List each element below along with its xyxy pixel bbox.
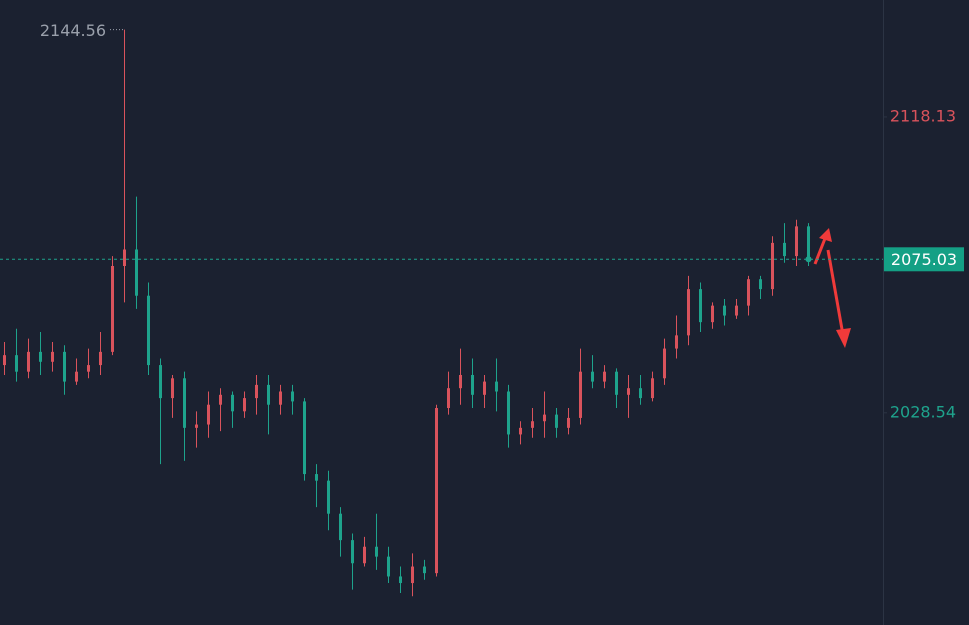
current-price-label: 2075.03 (891, 250, 957, 269)
candle-body (315, 474, 318, 481)
current-price-tag (884, 247, 964, 272)
y-tick-label: 2028.54 (890, 402, 956, 421)
candle-body (303, 401, 306, 475)
candle-body (123, 249, 126, 266)
candle-body (603, 371, 606, 382)
candle-body (351, 540, 354, 564)
candle-body (507, 391, 510, 435)
candle-body (747, 279, 750, 306)
candle-body (567, 417, 570, 428)
candle-body (135, 249, 138, 296)
candle-body (87, 365, 90, 372)
candle-body (699, 289, 702, 323)
candle-body (207, 404, 210, 425)
candle-body (159, 365, 162, 399)
candle-body (711, 305, 714, 323)
candle-body (579, 371, 582, 418)
candle-body (231, 394, 234, 412)
candle-body (639, 388, 642, 399)
candle-body (663, 348, 666, 379)
candle-body (759, 279, 762, 290)
candle-body (411, 566, 414, 584)
candle-body (291, 391, 294, 402)
candle-body (519, 427, 522, 435)
candle-body (267, 384, 270, 405)
candle-body (723, 305, 726, 316)
candle-body (627, 388, 630, 395)
candle-body (483, 381, 486, 395)
candle-body (795, 226, 798, 257)
candle-body (327, 480, 330, 514)
candle-body (543, 414, 546, 422)
high-label: 2144.56 (40, 21, 106, 40)
candle-body (555, 414, 558, 428)
candle-body (651, 378, 654, 399)
candle-body (435, 408, 438, 574)
y-tick-label: 2118.13 (890, 106, 956, 125)
candle-body (591, 371, 594, 382)
candle-body (171, 378, 174, 399)
candle-body (735, 305, 738, 316)
candle-body (363, 546, 366, 564)
candle-body (447, 388, 450, 409)
candle-body (39, 351, 42, 362)
candle-body (15, 355, 18, 372)
candle-body (423, 566, 426, 574)
candle-body (75, 371, 78, 382)
candle-body (255, 384, 258, 399)
candle-body (807, 226, 810, 260)
candle-body (195, 424, 198, 428)
candle-body (147, 295, 150, 366)
candle-body (495, 381, 498, 392)
candle-body (3, 355, 6, 366)
current-price-dot (805, 256, 812, 263)
candle-body (183, 378, 186, 428)
candle-body (243, 398, 246, 412)
candle-body (99, 351, 102, 366)
candle-body (279, 391, 282, 405)
candle-body (339, 513, 342, 541)
candle-body (399, 576, 402, 584)
candle-body (219, 394, 222, 405)
candle-body (471, 374, 474, 395)
candle-body (783, 242, 786, 257)
candle-body (459, 374, 462, 389)
candle-body (675, 335, 678, 349)
candle-body (27, 351, 30, 372)
candle-body (375, 546, 378, 557)
candle-body (63, 351, 66, 382)
candle-body (51, 351, 54, 362)
candle-body (111, 265, 114, 352)
candle-body (387, 556, 390, 577)
candle-body (615, 371, 618, 395)
candle-body (531, 421, 534, 428)
candle-body (771, 242, 774, 290)
candle-body (687, 289, 690, 336)
